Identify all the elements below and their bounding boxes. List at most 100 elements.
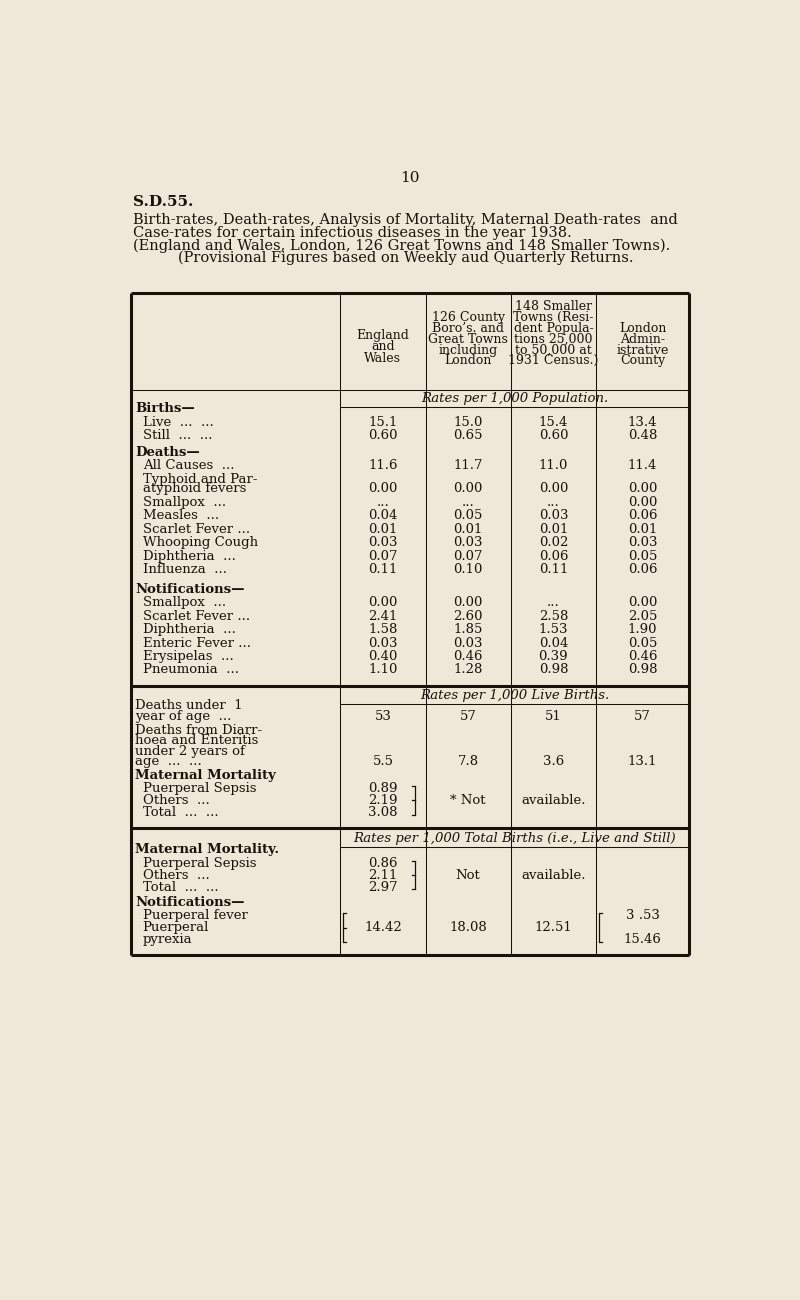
Text: (England and Wales, London, 126 Great Towns and 148 Smaller Towns).: (England and Wales, London, 126 Great To… xyxy=(133,238,670,252)
Text: County: County xyxy=(620,355,665,368)
Text: Puerperal fever: Puerperal fever xyxy=(142,909,247,922)
Text: 53: 53 xyxy=(374,710,391,723)
Text: Births—: Births— xyxy=(135,402,194,415)
Text: 0.05: 0.05 xyxy=(628,550,657,563)
Text: 0.01: 0.01 xyxy=(368,523,398,536)
Text: Case-rates for certain infectious diseases in the year 1938.: Case-rates for certain infectious diseas… xyxy=(133,226,571,240)
Text: Scarlet Fever ...: Scarlet Fever ... xyxy=(142,610,250,623)
Text: 0.40: 0.40 xyxy=(368,650,398,663)
Text: 2.58: 2.58 xyxy=(538,610,568,623)
Text: (Provisional Figures based on Weekly aud Quarterly Returns.: (Provisional Figures based on Weekly aud… xyxy=(178,251,633,265)
Text: 0.00: 0.00 xyxy=(538,482,568,495)
Text: 1.90: 1.90 xyxy=(628,623,658,636)
Text: 10: 10 xyxy=(400,170,420,185)
Text: S.D.55.: S.D.55. xyxy=(133,195,193,209)
Text: Rates per 1,000 Total Births (i.e., Live and Still): Rates per 1,000 Total Births (i.e., Live… xyxy=(354,832,676,845)
Text: 0.46: 0.46 xyxy=(454,650,483,663)
Text: to 50,000 at: to 50,000 at xyxy=(515,343,592,356)
Text: Wales: Wales xyxy=(364,352,402,365)
Text: Deaths—: Deaths— xyxy=(135,446,200,459)
Text: Puerperal Sepsis: Puerperal Sepsis xyxy=(142,783,256,796)
Text: Boro’s. and: Boro’s. and xyxy=(432,322,504,335)
Text: 3.08: 3.08 xyxy=(368,806,398,819)
Text: 2.41: 2.41 xyxy=(368,610,398,623)
Text: 3.6: 3.6 xyxy=(542,755,564,768)
Text: 0.02: 0.02 xyxy=(538,536,568,549)
Text: 0.06: 0.06 xyxy=(628,563,658,576)
Text: Scarlet Fever ...: Scarlet Fever ... xyxy=(142,523,250,536)
Text: 0.07: 0.07 xyxy=(454,550,483,563)
Text: Maternal Mortality.: Maternal Mortality. xyxy=(135,844,279,857)
Text: 0.07: 0.07 xyxy=(368,550,398,563)
Text: 0.00: 0.00 xyxy=(628,495,657,508)
Text: 0.89: 0.89 xyxy=(368,783,398,796)
Text: London: London xyxy=(445,355,492,368)
Text: istrative: istrative xyxy=(616,343,669,356)
Text: Admin-: Admin- xyxy=(620,333,665,346)
Text: dent Popula-: dent Popula- xyxy=(514,322,594,335)
Text: Notifications—: Notifications— xyxy=(135,582,244,595)
Text: year of age  ...: year of age ... xyxy=(135,710,231,723)
Text: 57: 57 xyxy=(460,710,477,723)
Text: 0.00: 0.00 xyxy=(628,482,657,495)
Text: 0.60: 0.60 xyxy=(538,429,568,442)
Text: 0.98: 0.98 xyxy=(628,663,658,676)
Text: Typhoid and Par-: Typhoid and Par- xyxy=(142,472,257,485)
Text: Enteric Fever ...: Enteric Fever ... xyxy=(142,637,250,650)
Text: atyphoid fevers: atyphoid fevers xyxy=(142,482,246,495)
Text: 0.00: 0.00 xyxy=(368,597,398,610)
Text: Measles  ...: Measles ... xyxy=(142,510,218,523)
Text: 0.86: 0.86 xyxy=(368,857,398,870)
Text: 0.00: 0.00 xyxy=(454,597,483,610)
Text: 15.46: 15.46 xyxy=(623,933,662,946)
Text: Others  ...: Others ... xyxy=(142,794,210,807)
Text: 0.11: 0.11 xyxy=(368,563,398,576)
Text: ...: ... xyxy=(462,495,474,508)
Text: 2.05: 2.05 xyxy=(628,610,657,623)
Text: ...: ... xyxy=(547,495,560,508)
Text: Rates per 1,000 Population.: Rates per 1,000 Population. xyxy=(421,393,608,406)
Text: Towns (Resi-: Towns (Resi- xyxy=(513,311,594,324)
Text: 0.01: 0.01 xyxy=(628,523,657,536)
Text: 18.08: 18.08 xyxy=(450,920,487,933)
Text: England: England xyxy=(357,329,410,342)
Text: 1.58: 1.58 xyxy=(368,623,398,636)
Text: 2.19: 2.19 xyxy=(368,794,398,807)
Text: Erysipelas  ...: Erysipelas ... xyxy=(142,650,234,663)
Text: 0.05: 0.05 xyxy=(628,637,657,650)
Text: * Not: * Not xyxy=(450,794,486,807)
Text: 0.98: 0.98 xyxy=(538,663,568,676)
Text: Whooping Cough: Whooping Cough xyxy=(142,536,258,549)
Text: 11.6: 11.6 xyxy=(368,459,398,472)
Text: 0.03: 0.03 xyxy=(454,637,483,650)
Text: Maternal Mortality: Maternal Mortality xyxy=(135,768,276,781)
Text: Diphtheria  ...: Diphtheria ... xyxy=(142,550,235,563)
Text: 13.4: 13.4 xyxy=(628,416,658,429)
Text: 57: 57 xyxy=(634,710,651,723)
Text: Rates per 1,000 Live Births.: Rates per 1,000 Live Births. xyxy=(420,689,610,702)
Text: Great Towns: Great Towns xyxy=(428,333,508,346)
Text: 0.01: 0.01 xyxy=(538,523,568,536)
Text: 0.00: 0.00 xyxy=(368,482,398,495)
Text: Puerperal Sepsis: Puerperal Sepsis xyxy=(142,857,256,870)
Text: available.: available. xyxy=(521,794,586,807)
Text: 1.53: 1.53 xyxy=(538,623,568,636)
Text: All Causes  ...: All Causes ... xyxy=(142,459,234,472)
Text: 11.0: 11.0 xyxy=(538,459,568,472)
Text: 0.10: 0.10 xyxy=(454,563,483,576)
Text: 126 County: 126 County xyxy=(431,311,505,324)
Text: Others  ...: Others ... xyxy=(142,868,210,881)
Text: hoea and Enteritis: hoea and Enteritis xyxy=(135,734,258,747)
Text: Not: Not xyxy=(456,868,481,881)
Text: 0.05: 0.05 xyxy=(454,510,483,523)
Text: 15.1: 15.1 xyxy=(368,416,398,429)
Text: 2.11: 2.11 xyxy=(368,868,398,881)
Text: 148 Smaller: 148 Smaller xyxy=(515,300,592,313)
Text: age  ...  ...: age ... ... xyxy=(135,755,202,768)
Text: 2.97: 2.97 xyxy=(368,880,398,893)
Text: Live  ...  ...: Live ... ... xyxy=(142,416,214,429)
Text: 1.10: 1.10 xyxy=(368,663,398,676)
Text: 0.39: 0.39 xyxy=(538,650,568,663)
Text: ...: ... xyxy=(547,597,560,610)
Text: 0.04: 0.04 xyxy=(538,637,568,650)
